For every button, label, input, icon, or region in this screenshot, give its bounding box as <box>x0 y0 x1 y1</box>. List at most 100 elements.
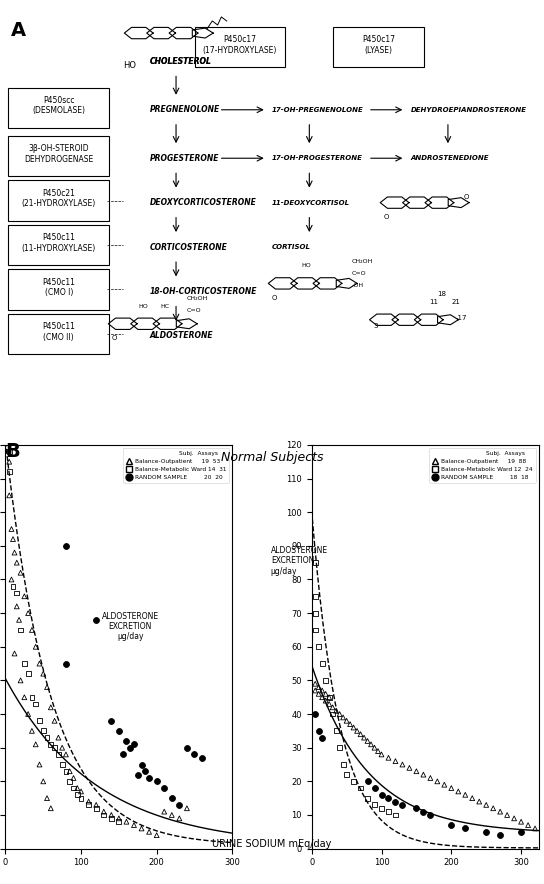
Point <box>377 801 386 815</box>
Point <box>168 808 176 822</box>
Point <box>73 781 82 795</box>
Point <box>325 690 333 705</box>
Point <box>360 730 368 744</box>
Legend: Balance-Outpatient     19  53, Balance-Metabolic Ward 14  31, RANDOM SAMPLE     : Balance-Outpatient 19 53, Balance-Metabo… <box>123 448 230 483</box>
Point <box>129 737 138 751</box>
Text: 18: 18 <box>437 291 446 296</box>
Text: CHOLESTEROL: CHOLESTEROL <box>150 57 211 65</box>
Point <box>447 818 456 832</box>
Point <box>122 734 131 748</box>
Point <box>7 573 16 587</box>
Text: ALDOSTERONE
EXCRETION
μg/day: ALDOSTERONE EXCRETION μg/day <box>102 612 159 642</box>
Point <box>342 713 351 728</box>
Text: P450c11
(CMO II): P450c11 (CMO II) <box>42 322 75 341</box>
Point <box>133 767 142 781</box>
Point <box>129 818 138 832</box>
Text: HC: HC <box>160 303 169 309</box>
Point <box>311 677 319 691</box>
Point <box>107 713 116 728</box>
Point <box>69 781 78 795</box>
Point <box>318 690 326 705</box>
Point <box>398 798 407 812</box>
Text: C=O: C=O <box>352 271 367 277</box>
Point <box>9 532 17 546</box>
Text: CORTICOSTERONE: CORTICOSTERONE <box>150 242 227 252</box>
Text: PROGESTERONE: PROGESTERONE <box>150 154 219 163</box>
Text: PREGNENOLONE: PREGNENOLONE <box>150 105 220 114</box>
Point <box>35 758 44 772</box>
Point <box>183 741 191 755</box>
Point <box>77 791 85 805</box>
Point <box>58 758 66 772</box>
Point <box>7 522 16 536</box>
Text: 11-DEOXYCORTISOL: 11-DEOXYCORTISOL <box>272 200 350 206</box>
Point <box>314 724 323 738</box>
Point <box>24 667 33 681</box>
Point <box>412 764 421 778</box>
Point <box>496 828 504 842</box>
Point <box>39 774 48 789</box>
Point <box>100 808 108 822</box>
Point <box>426 771 435 785</box>
Point <box>370 798 379 812</box>
Point <box>322 694 330 708</box>
Point <box>24 707 33 721</box>
Point <box>349 774 358 789</box>
Point <box>175 798 184 812</box>
Point <box>39 724 48 738</box>
Text: ANDROSTENEDIONE: ANDROSTENEDIONE <box>411 156 489 161</box>
Point <box>322 687 330 701</box>
Point <box>356 781 365 795</box>
Point <box>73 788 82 802</box>
Point <box>374 744 382 758</box>
FancyBboxPatch shape <box>195 27 285 67</box>
Point <box>370 781 379 795</box>
Point <box>482 825 491 839</box>
Text: -17: -17 <box>456 315 467 321</box>
Text: O: O <box>112 335 118 341</box>
Point <box>531 821 540 835</box>
Point <box>10 646 19 660</box>
Point <box>314 640 323 654</box>
Text: P450c17
(LYASE): P450c17 (LYASE) <box>362 35 395 55</box>
Text: 3β-OH-STEROID
DEHYDROGENASE: 3β-OH-STEROID DEHYDROGENASE <box>24 144 94 164</box>
Point <box>20 590 29 604</box>
Point <box>447 781 456 795</box>
Point <box>77 784 85 798</box>
Point <box>122 815 131 829</box>
Text: P450c11
(CMO I): P450c11 (CMO I) <box>42 278 75 297</box>
Text: C=O: C=O <box>187 308 201 313</box>
Point <box>50 713 59 728</box>
Point <box>311 555 319 569</box>
Point <box>339 758 348 772</box>
Point <box>160 781 169 795</box>
FancyBboxPatch shape <box>8 136 109 177</box>
Point <box>311 590 319 604</box>
Point <box>384 804 393 819</box>
Point <box>145 825 153 839</box>
Point <box>325 697 333 711</box>
Point <box>370 741 379 755</box>
Point <box>65 774 74 789</box>
Point <box>377 788 386 802</box>
Point <box>391 808 400 822</box>
Text: 17-OH-PREGNENOLONE: 17-OH-PREGNENOLONE <box>272 107 364 113</box>
Point <box>16 623 25 637</box>
Point <box>190 747 199 761</box>
Point <box>328 700 337 714</box>
Text: HO: HO <box>123 61 135 70</box>
Point <box>322 674 330 688</box>
Point <box>419 767 428 781</box>
Point <box>35 713 44 728</box>
Point <box>61 747 70 761</box>
Point <box>58 741 66 755</box>
Text: O: O <box>272 294 277 301</box>
Point <box>152 828 161 842</box>
Point <box>377 747 386 761</box>
Text: DEHYDROEPIANDROSTERONE: DEHYDROEPIANDROSTERONE <box>411 107 527 113</box>
Point <box>54 730 63 744</box>
Text: CH₂OH: CH₂OH <box>352 259 373 264</box>
Point <box>517 815 526 829</box>
Point <box>311 623 319 637</box>
Point <box>115 724 123 738</box>
